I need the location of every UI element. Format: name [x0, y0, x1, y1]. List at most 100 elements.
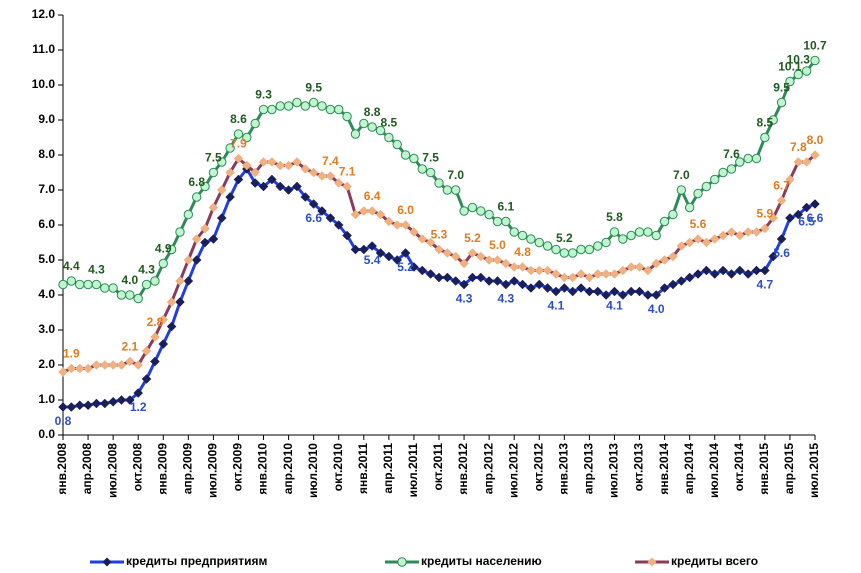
marker	[526, 265, 536, 276]
marker	[108, 283, 118, 293]
data-label: 4.7	[757, 278, 774, 292]
marker	[726, 227, 737, 237]
marker	[83, 279, 93, 290]
marker	[785, 213, 795, 223]
marker	[375, 209, 386, 220]
marker	[509, 262, 520, 272]
marker	[200, 237, 210, 248]
marker	[676, 276, 687, 286]
marker	[626, 286, 637, 297]
data-label: 5.0	[489, 238, 506, 252]
marker	[208, 202, 219, 213]
marker	[459, 279, 469, 290]
y-tick-label: 12.0	[32, 7, 56, 21]
data-label: 8.5	[757, 116, 774, 130]
marker	[643, 227, 653, 237]
marker	[467, 202, 478, 213]
marker	[342, 181, 352, 192]
marker	[99, 398, 110, 409]
marker	[166, 297, 177, 307]
marker	[693, 234, 703, 244]
data-label: 2.1	[122, 340, 139, 354]
x-tick-label: июл.2015	[807, 443, 821, 498]
marker	[718, 167, 728, 178]
marker	[718, 230, 728, 241]
series	[58, 164, 820, 412]
marker	[617, 290, 628, 300]
marker	[150, 332, 160, 342]
data-label: 5.9	[757, 207, 774, 221]
marker	[125, 290, 135, 300]
marker	[684, 237, 695, 248]
marker	[258, 104, 269, 115]
marker	[267, 174, 277, 185]
marker	[442, 248, 453, 258]
marker	[551, 269, 561, 279]
x-tick-label: окт.2012	[531, 443, 545, 492]
marker	[116, 290, 127, 300]
marker	[542, 241, 553, 251]
marker	[417, 164, 427, 174]
marker	[751, 227, 762, 237]
marker	[760, 132, 770, 143]
data-label: 7.0	[673, 168, 690, 182]
marker	[208, 167, 219, 178]
marker	[350, 244, 361, 255]
marker	[358, 206, 369, 216]
marker	[400, 150, 411, 160]
marker	[409, 153, 419, 164]
marker	[643, 290, 653, 300]
marker	[217, 157, 227, 167]
marker	[141, 374, 152, 384]
marker	[116, 360, 127, 370]
legend-marker	[397, 557, 407, 567]
marker	[459, 206, 469, 216]
marker	[442, 272, 453, 283]
marker	[233, 153, 244, 164]
marker	[292, 97, 302, 108]
marker	[751, 265, 762, 276]
marker	[651, 290, 662, 300]
data-label: 1.9	[63, 347, 80, 361]
marker	[651, 230, 661, 241]
marker	[801, 157, 812, 167]
marker	[100, 283, 110, 293]
marker	[150, 356, 160, 367]
data-label: 5.2	[464, 231, 481, 245]
marker	[793, 209, 804, 220]
data-label: 7.4	[322, 154, 339, 168]
data-label: 4.9	[155, 242, 172, 256]
marker	[233, 129, 244, 139]
marker	[651, 258, 662, 269]
x-tick-label: апр.2012	[481, 443, 495, 495]
marker	[693, 188, 703, 199]
marker	[141, 346, 152, 356]
marker	[283, 185, 294, 195]
x-tick-label: июл.2010	[306, 443, 320, 498]
marker	[91, 279, 102, 290]
marker	[676, 241, 687, 251]
data-label: 6.8	[188, 175, 205, 189]
marker	[576, 244, 586, 255]
y-tick-label: 3.0	[38, 322, 55, 336]
data-label: 5.2	[397, 260, 414, 274]
marker	[124, 356, 135, 367]
marker	[191, 255, 202, 265]
marker	[810, 55, 820, 66]
data-label: 7.6	[723, 147, 740, 161]
data-label: 10.3	[787, 53, 811, 67]
marker	[626, 262, 637, 272]
marker	[417, 234, 428, 244]
data-label: 4.1	[548, 299, 565, 313]
marker	[225, 167, 235, 178]
marker	[267, 104, 277, 115]
data-label: 4.0	[122, 273, 139, 287]
marker	[183, 255, 194, 265]
marker	[668, 279, 678, 290]
x-tick-label: апр.2015	[782, 443, 796, 495]
marker	[467, 272, 478, 283]
x-tick-label: июл.2011	[406, 443, 420, 498]
marker	[559, 248, 570, 258]
marker	[551, 286, 561, 297]
